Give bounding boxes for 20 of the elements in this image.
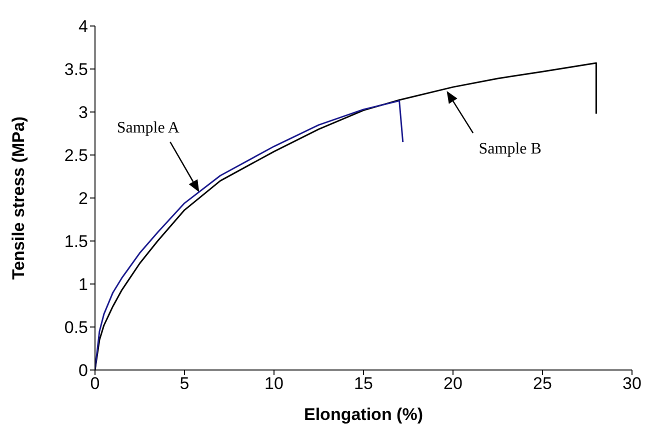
y-tick-label: 0.5 [64, 318, 88, 338]
x-axis-title: Elongation (%) [304, 405, 423, 424]
y-tick-label: 1.5 [64, 232, 88, 252]
x-tick-label: 15 [354, 374, 373, 394]
x-tick-label: 30 [622, 374, 642, 394]
y-tick-label: 2 [78, 189, 88, 208]
y-tick-label: 3.5 [64, 60, 88, 80]
y-tick-label: 2.5 [64, 146, 88, 166]
x-tick-label: 5 [180, 374, 190, 394]
y-tick-label: 0 [78, 361, 88, 380]
x-tick-label: 20 [444, 374, 462, 394]
y-tick-label: 1 [78, 275, 88, 294]
y-axis-title: Tensile stress (MPa) [9, 116, 28, 280]
annotation: Sample A [116, 120, 180, 137]
y-tick-label: 4 [78, 17, 88, 36]
y-tick-label: 3 [78, 103, 88, 122]
annotation: Sample B [478, 140, 542, 158]
x-tick-label: 10 [264, 374, 284, 394]
line-series [95, 100, 404, 370]
x-tick-label: 25 [533, 374, 552, 394]
